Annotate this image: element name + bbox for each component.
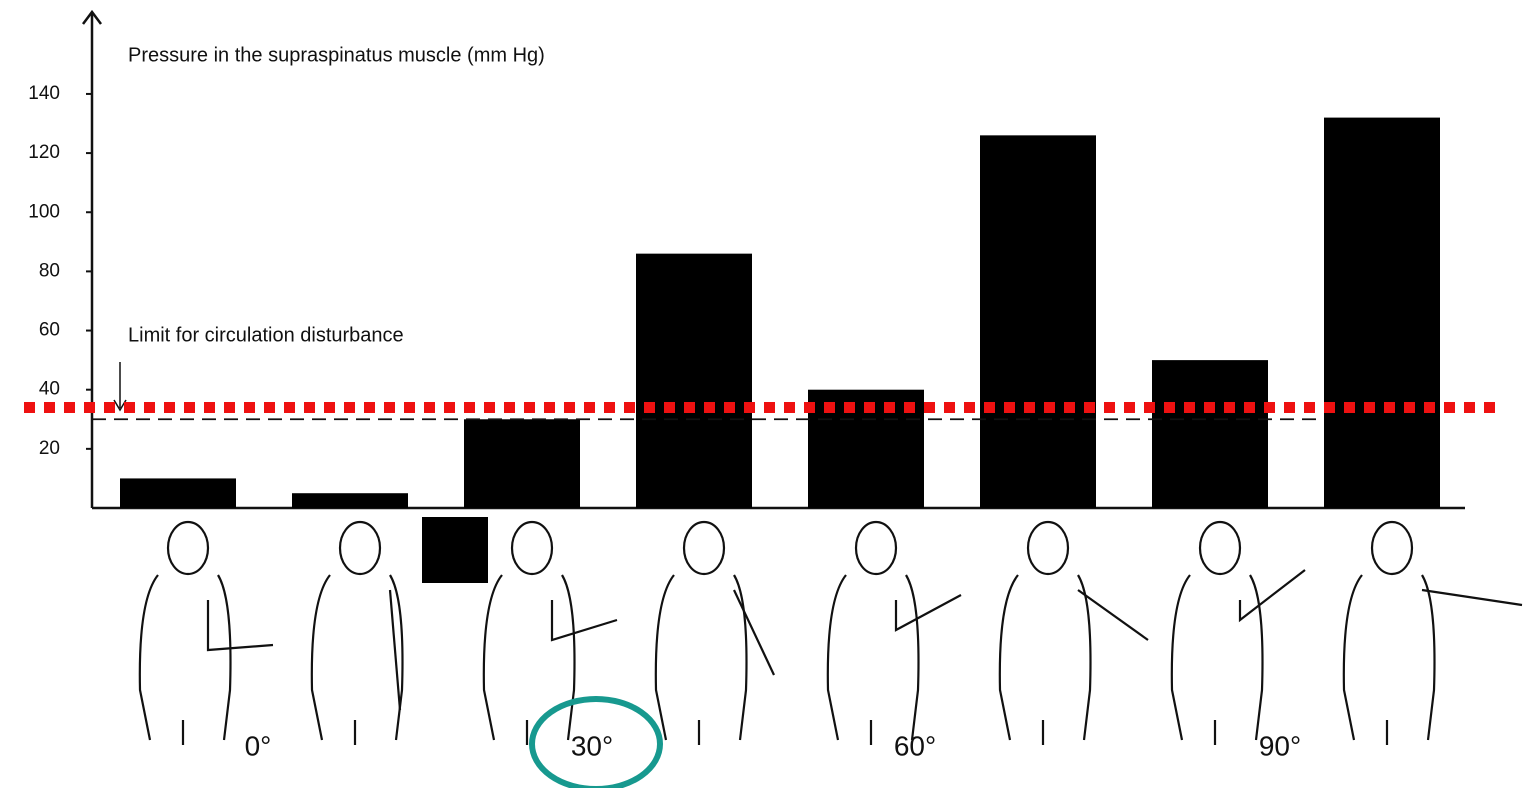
angle-label: 30° [571, 730, 613, 761]
figure-body [998, 574, 1092, 745]
figure-head [510, 520, 554, 576]
figure-body [482, 574, 576, 745]
figure-arm [1077, 589, 1149, 641]
bar [636, 253, 752, 508]
figure-arm [1421, 588, 1523, 607]
angle-label: 60° [894, 730, 936, 761]
figure-body [654, 574, 748, 745]
y-axis-title: Pressure in the supraspinatus muscle (mm… [128, 44, 545, 66]
figure-arm [733, 589, 775, 676]
limit-label: Limit for circulation disturbance [128, 324, 404, 346]
figure-body [1342, 574, 1436, 745]
highlight-circle [529, 696, 663, 788]
y-tick-label: 80 [39, 260, 60, 281]
figure-arm [206, 600, 274, 652]
y-tick-label: 140 [28, 83, 60, 104]
figure-head [682, 520, 726, 576]
figure-arm [388, 589, 402, 711]
y-tick-label: 100 [28, 201, 60, 222]
figure-body [826, 574, 920, 745]
bar [1324, 117, 1440, 508]
figure-head [338, 520, 382, 576]
angle-label: 0° [245, 730, 272, 761]
y-tick-label: 120 [28, 142, 60, 163]
figure-body [1170, 574, 1264, 745]
redaction [422, 517, 488, 583]
figure-head [166, 520, 210, 576]
y-tick-label: 40 [39, 379, 60, 400]
bar [464, 419, 580, 508]
bar [980, 135, 1096, 508]
figure-head [1198, 520, 1242, 576]
figure-body [138, 574, 232, 745]
figure-head [1026, 520, 1070, 576]
bar [292, 493, 408, 508]
figure-head [1370, 520, 1414, 576]
y-tick-label: 20 [39, 438, 60, 459]
figure-body [310, 574, 404, 745]
figure-head [854, 520, 898, 576]
y-tick-label: 60 [39, 320, 60, 341]
angle-label: 90° [1259, 730, 1301, 761]
y-axis-arrow [82, 9, 102, 25]
figure-arm [550, 600, 618, 642]
bar [1152, 360, 1268, 508]
figure-arm [894, 594, 962, 632]
figure-arm [1238, 569, 1306, 623]
bar [120, 478, 236, 508]
figures [138, 520, 1523, 745]
